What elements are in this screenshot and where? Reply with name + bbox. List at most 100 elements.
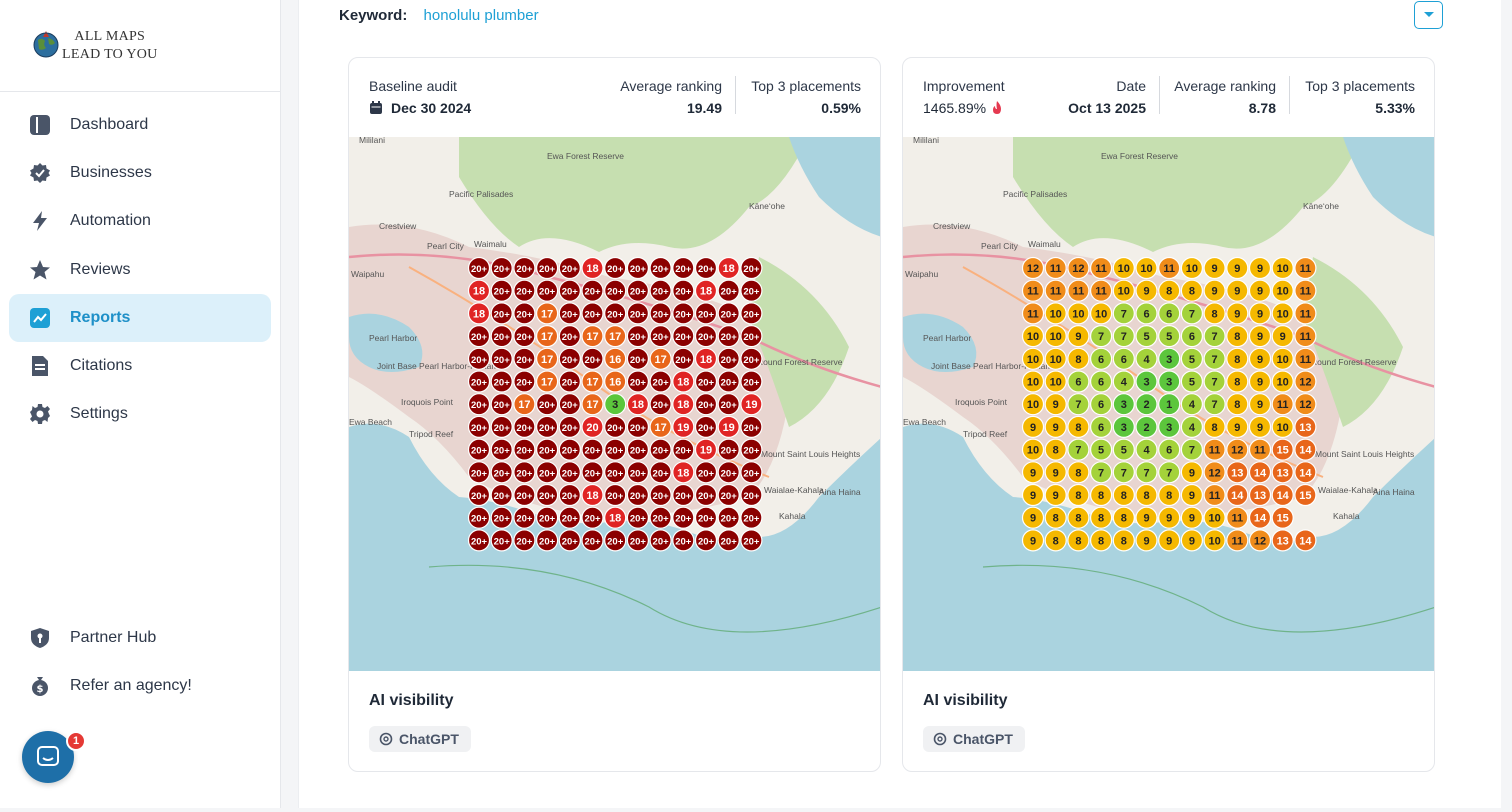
rank-dot[interactable]: 8 (1112, 529, 1135, 552)
rank-dot[interactable]: 20+ (490, 347, 513, 370)
keyword-dropdown-button[interactable] (1414, 1, 1443, 29)
rank-dot[interactable]: 20+ (740, 438, 763, 461)
rank-dot[interactable]: 8 (1112, 483, 1135, 507)
rank-dot[interactable]: 20+ (604, 256, 627, 280)
rank-dot[interactable]: 20+ (626, 461, 649, 484)
rank-dot[interactable]: 3 (604, 393, 627, 416)
rank-dot[interactable]: 20+ (717, 279, 740, 302)
rank-dot[interactable]: 13 (1226, 461, 1249, 484)
rank-dot[interactable]: 9 (1226, 256, 1249, 280)
rank-dot[interactable]: 11 (1021, 279, 1045, 302)
rank-dot[interactable]: 8 (1090, 506, 1113, 529)
rank-dot[interactable]: 17 (536, 370, 559, 393)
rank-dot[interactable]: 6 (1112, 347, 1135, 370)
rank-dot[interactable]: 16 (604, 347, 627, 370)
rank-dot[interactable]: 11 (1090, 256, 1113, 280)
rank-dot[interactable]: 20+ (581, 506, 604, 529)
rank-dot[interactable]: 20+ (649, 302, 672, 325)
rank-dot[interactable]: 20+ (672, 279, 695, 302)
rank-dot[interactable]: 17 (581, 370, 604, 393)
rank-dot[interactable]: 7 (1203, 325, 1226, 348)
rank-dot[interactable]: 20+ (558, 415, 581, 438)
rank-dot[interactable]: 20+ (513, 302, 536, 325)
rank-dot[interactable]: 9 (1248, 325, 1272, 348)
rank-dot[interactable]: 18 (672, 370, 695, 393)
rank-dot[interactable]: 9 (1021, 529, 1045, 552)
rank-dot[interactable]: 20+ (649, 256, 672, 280)
rank-dot[interactable]: 20+ (490, 461, 513, 484)
rank-dot[interactable]: 20+ (490, 256, 513, 280)
rank-dot[interactable]: 10 (1021, 438, 1045, 461)
rank-dot[interactable]: 9 (1203, 279, 1226, 302)
rank-dot[interactable]: 20+ (672, 302, 695, 325)
rank-dot[interactable]: 20+ (672, 483, 695, 507)
rank-dot[interactable]: 20+ (672, 256, 695, 280)
rank-dot[interactable]: 20+ (717, 393, 740, 416)
rank-dot[interactable]: 8 (1067, 461, 1090, 484)
rank-dot[interactable]: 20 (581, 415, 604, 438)
rank-dot[interactable]: 12 (1294, 393, 1317, 416)
rank-dot[interactable]: 14 (1248, 506, 1272, 529)
rank-dot[interactable]: 4 (1135, 347, 1158, 370)
rank-dot[interactable]: 8 (1044, 506, 1067, 529)
rank-dot[interactable]: 20+ (740, 279, 763, 302)
rank-dot[interactable]: 9 (1044, 483, 1067, 507)
rank-dot[interactable]: 11 (1226, 506, 1249, 529)
rank-dot[interactable]: 10 (1112, 279, 1135, 302)
rank-dot[interactable]: 20+ (694, 256, 718, 280)
rank-dot[interactable]: 20+ (626, 325, 649, 348)
rank-dot[interactable]: 4 (1135, 438, 1158, 461)
rank-dot[interactable]: 10 (1021, 370, 1045, 393)
rank-dot[interactable]: 20+ (467, 483, 491, 507)
rank-dot[interactable]: 9 (1248, 279, 1272, 302)
rank-dot[interactable]: 20+ (558, 483, 581, 507)
rank-dot[interactable]: 20+ (626, 415, 649, 438)
rank-dot[interactable]: 10 (1271, 415, 1294, 438)
rank-dot[interactable]: 12 (1021, 256, 1045, 280)
rank-dot[interactable]: 7 (1158, 461, 1181, 484)
rank-dot[interactable]: 17 (536, 325, 559, 348)
rank-dot[interactable]: 11 (1271, 393, 1294, 416)
rank-dot[interactable]: 10 (1180, 256, 1203, 280)
rank-dot[interactable]: 19 (717, 415, 740, 438)
rank-dot[interactable]: 20+ (490, 415, 513, 438)
rank-dot[interactable]: 20+ (740, 370, 763, 393)
rank-dot[interactable]: 20+ (558, 279, 581, 302)
rank-dot[interactable]: 20+ (626, 347, 649, 370)
rank-dot[interactable]: 20+ (626, 483, 649, 507)
rank-dot[interactable]: 9 (1180, 483, 1203, 507)
rank-dot[interactable]: 9 (1135, 529, 1158, 552)
rank-dot[interactable]: 20+ (467, 393, 491, 416)
rank-dot[interactable]: 20+ (649, 506, 672, 529)
rank-dot[interactable]: 20+ (536, 529, 559, 552)
rank-dot[interactable]: 5 (1180, 370, 1203, 393)
rank-dot[interactable]: 7 (1203, 370, 1226, 393)
rank-dot[interactable]: 13 (1271, 461, 1294, 484)
rank-dot[interactable]: 20+ (672, 529, 695, 552)
rank-dot[interactable]: 14 (1248, 461, 1272, 484)
rank-dot[interactable]: 20+ (604, 415, 627, 438)
rank-dot[interactable]: 3 (1158, 347, 1181, 370)
rank-dot[interactable]: 7 (1112, 302, 1135, 325)
rank-dot[interactable]: 8 (1067, 483, 1090, 507)
rank-dot[interactable]: 9 (1248, 415, 1272, 438)
rank-dot[interactable]: 7 (1112, 461, 1135, 484)
rank-dot[interactable]: 20+ (626, 370, 649, 393)
rank-dot[interactable]: 20+ (490, 325, 513, 348)
rank-dot[interactable]: 12 (1203, 461, 1226, 484)
sidebar-item-refer-agency[interactable]: $ Refer an agency! (9, 662, 271, 710)
rank-dot[interactable]: 20+ (536, 415, 559, 438)
rank-dot[interactable]: 20+ (649, 325, 672, 348)
rank-dot[interactable]: 20+ (467, 415, 491, 438)
rank-dot[interactable]: 3 (1158, 370, 1181, 393)
rank-dot[interactable]: 20+ (513, 461, 536, 484)
keyword-value[interactable]: honolulu plumber (423, 7, 539, 24)
rank-dot[interactable]: 11 (1294, 256, 1317, 280)
sidebar-item-automation[interactable]: Automation (9, 197, 271, 245)
rank-dot[interactable]: 20+ (694, 529, 718, 552)
rank-dot[interactable]: 20+ (694, 302, 718, 325)
rank-dot[interactable]: 18 (626, 393, 649, 416)
rank-dot[interactable]: 20+ (513, 370, 536, 393)
rank-dot[interactable]: 5 (1180, 347, 1203, 370)
rank-dot[interactable]: 20+ (604, 461, 627, 484)
